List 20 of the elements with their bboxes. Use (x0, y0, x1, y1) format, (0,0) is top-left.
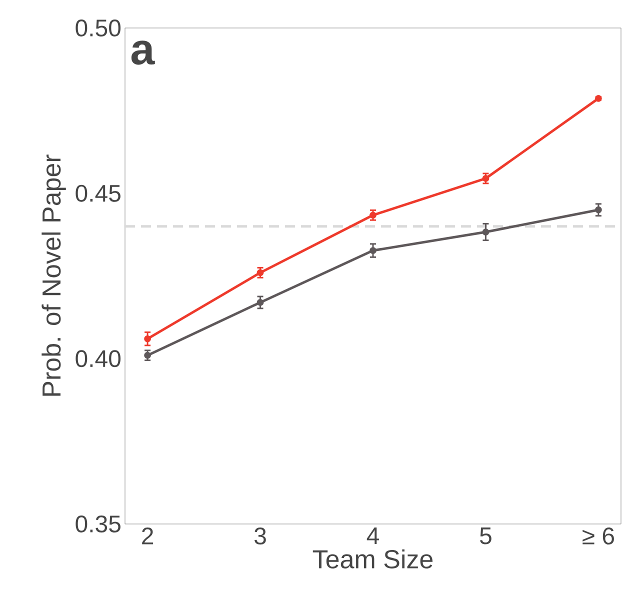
x-tick-label: 5 (480, 528, 492, 544)
y-tick-label: 0.50 (76, 20, 121, 36)
y-tick-label: 0.45 (76, 184, 120, 202)
point (256, 269, 264, 276)
point (370, 247, 376, 254)
y-axis-title: Prob. of Novel Paper (42, 154, 66, 396)
x-axis-title: Team Size (312, 549, 433, 568)
y-tick-label: 0.40 (76, 350, 121, 368)
x-tick-label: 4 (366, 528, 379, 544)
x-tick-label: ≥ 6 (582, 528, 614, 545)
point (256, 298, 264, 306)
point (595, 206, 602, 214)
point (370, 212, 376, 219)
point (482, 174, 490, 182)
x-tick-label: 2 (142, 528, 154, 544)
x-tick-label: 3 (254, 528, 266, 545)
point (144, 335, 151, 342)
annotation: a (131, 40, 155, 65)
point (482, 228, 490, 236)
y-tick-label: 0.35 (76, 516, 120, 532)
